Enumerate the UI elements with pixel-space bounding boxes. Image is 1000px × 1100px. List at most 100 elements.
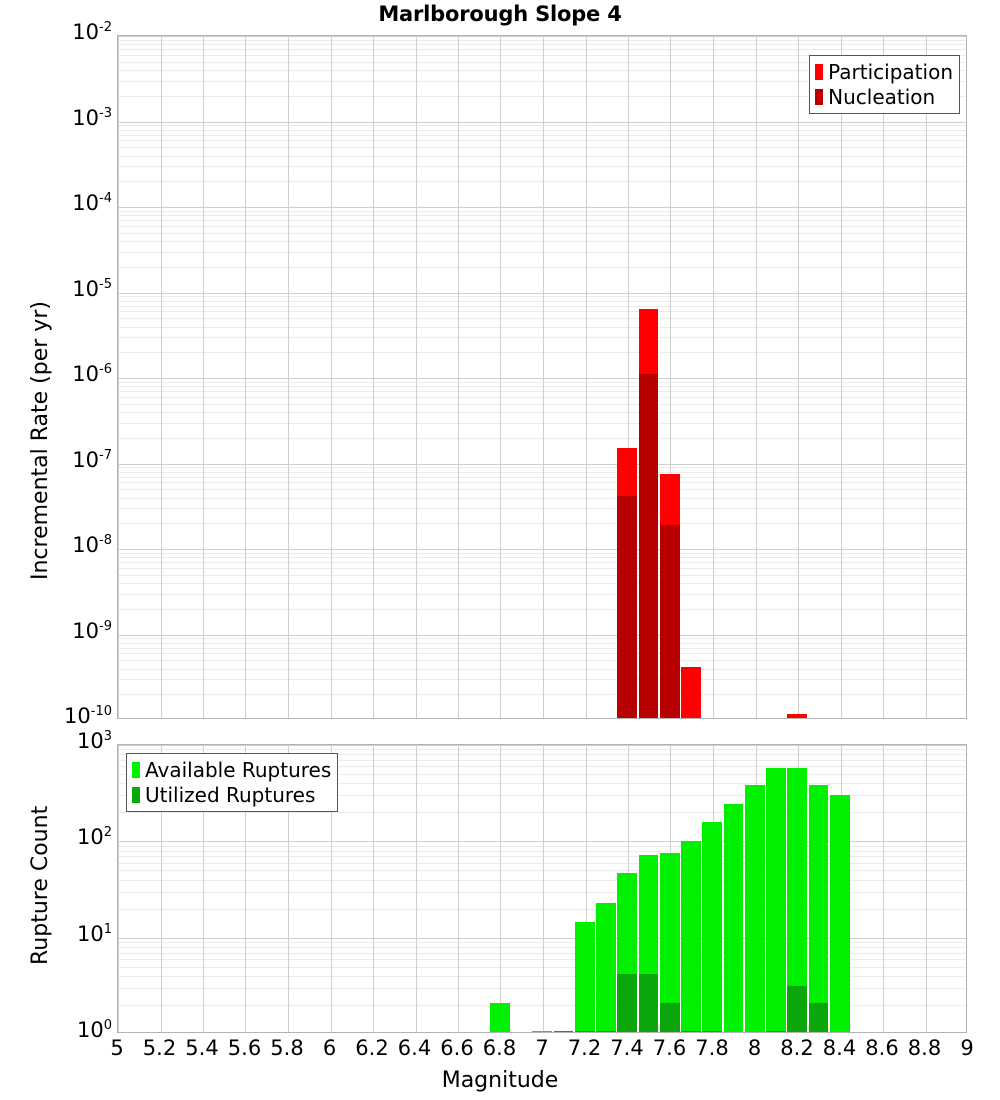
- y-tick-label: 10-3: [72, 105, 112, 130]
- gridline-vertical: [288, 36, 289, 718]
- bar-available-ruptures: [596, 902, 616, 1032]
- gridline-vertical: [883, 745, 884, 1032]
- x-tick-label: 5.8: [270, 1036, 304, 1060]
- gridline-minor: [118, 754, 966, 755]
- gridline-minor: [118, 391, 966, 392]
- legend-rupture-count: Available Ruptures Utilized Ruptures: [126, 753, 339, 812]
- gridline-vertical: [245, 745, 246, 1032]
- gridline-minor: [118, 594, 966, 595]
- gridline-minor: [118, 795, 966, 796]
- gridline-vertical: [161, 36, 162, 718]
- gridline-minor: [118, 508, 966, 509]
- gridline-major: [118, 207, 966, 208]
- gridline-minor: [118, 648, 966, 649]
- y-tick-label: 10-10: [64, 704, 112, 728]
- bar-participation: [787, 714, 808, 718]
- x-tick-label: 5.4: [185, 1036, 219, 1060]
- gridline-minor: [118, 679, 966, 680]
- gridline-minor: [118, 575, 966, 576]
- gridline-vertical: [926, 745, 927, 1032]
- utilized-ruptures-swatch-icon: [132, 786, 140, 803]
- gridline-minor: [118, 557, 966, 558]
- bar-available-ruptures: [723, 803, 744, 1032]
- gridline-major: [118, 36, 966, 37]
- gridline-minor: [118, 70, 966, 71]
- gridline-vertical: [161, 745, 162, 1032]
- gridline-minor: [118, 1005, 966, 1006]
- gridline-vertical: [245, 36, 246, 718]
- gridline-minor: [118, 352, 966, 353]
- gridline-minor: [118, 562, 966, 563]
- bar-utilized-ruptures: [553, 1031, 574, 1032]
- gridline-minor: [118, 220, 966, 221]
- legend-item-available-ruptures[interactable]: Available Ruptures: [132, 757, 331, 782]
- bar-available-ruptures: [702, 822, 723, 1032]
- gridline-minor: [118, 40, 966, 41]
- rupture-count-plot: Available Ruptures Utilized Ruptures: [117, 744, 967, 1033]
- gridline-minor: [118, 976, 966, 977]
- legend-item-nucleation[interactable]: Nucleation: [815, 84, 953, 109]
- gridline-minor: [118, 96, 966, 97]
- gridline-major: [118, 938, 966, 939]
- gridline-vertical: [628, 36, 629, 718]
- incremental-rate-plot: Participation Nucleation: [117, 35, 967, 719]
- x-tick-label: 7.4: [610, 1036, 644, 1060]
- gridline-major: [118, 464, 966, 465]
- gridline-vertical: [458, 36, 459, 718]
- bar-utilized-ruptures: [638, 974, 659, 1032]
- gridline-minor: [118, 337, 966, 338]
- gridline-vertical: [331, 745, 332, 1032]
- gridline-vertical: [883, 36, 884, 718]
- bar-available-ruptures: [681, 841, 701, 1032]
- figure-title: Marlborough Slope 4: [378, 2, 622, 26]
- x-axis-tick-labels: 5 5.2 5.4 5.6 5.8 6 6.2 6.4 6.6 6.8 7 7.2 7.4 7.6 7.8 8…: [110, 1036, 973, 1066]
- gridline-vertical: [543, 36, 544, 718]
- legend-item-participation[interactable]: Participation: [815, 59, 953, 84]
- gridline-minor: [118, 438, 966, 439]
- gridline-minor: [118, 472, 966, 473]
- legend-label-available-ruptures: Available Ruptures: [145, 757, 332, 782]
- gridline-minor: [118, 953, 966, 954]
- gridline-minor: [118, 870, 966, 871]
- gridline-vertical: [416, 745, 417, 1032]
- gridline-minor: [118, 318, 966, 319]
- gridline-major: [118, 549, 966, 550]
- x-tick-label: 8.2: [780, 1036, 814, 1060]
- gridline-minor: [118, 880, 966, 881]
- x-tick-label: 8: [747, 1036, 762, 1060]
- bar-utilized-ruptures: [766, 1031, 786, 1032]
- gridline-minor: [118, 609, 966, 610]
- gridline-minor: [118, 638, 966, 639]
- gridline-major: [118, 841, 966, 842]
- gridline-vertical: [203, 36, 204, 718]
- gridline-minor: [118, 311, 966, 312]
- gridline-vertical: [288, 745, 289, 1032]
- x-tick-label: 6.8: [482, 1036, 517, 1060]
- gridline-minor: [118, 125, 966, 126]
- y-tick-label: 10-9: [72, 618, 112, 643]
- x-tick-label: 9: [960, 1036, 974, 1060]
- gridline-major: [118, 745, 966, 746]
- gridline-vertical: [670, 36, 671, 718]
- gridline-minor: [118, 44, 966, 45]
- x-tick-label: 5.6: [227, 1036, 262, 1060]
- x-tick-label: 5.2: [142, 1036, 177, 1060]
- gridline-major: [118, 635, 966, 636]
- gridline-minor: [118, 851, 966, 852]
- gridline-major: [118, 122, 966, 123]
- gridline-minor: [118, 583, 966, 584]
- gridline-minor: [118, 252, 966, 253]
- legend-item-utilized-ruptures[interactable]: Utilized Ruptures: [132, 782, 331, 807]
- participation-swatch-icon: [815, 63, 824, 80]
- bar-nucleation: [638, 374, 659, 718]
- gridline-vertical: [331, 36, 332, 718]
- gridline-minor: [118, 49, 966, 50]
- gridline-minor: [118, 241, 966, 242]
- gridline-vertical: [543, 745, 544, 1032]
- bar-utilized-ruptures: [808, 1003, 829, 1032]
- gridline-minor: [118, 947, 966, 948]
- y-tick-label: 10-8: [72, 533, 112, 557]
- gridline-minor: [118, 404, 966, 405]
- bar-available-ruptures: [744, 784, 765, 1032]
- bar-nucleation: [617, 495, 638, 718]
